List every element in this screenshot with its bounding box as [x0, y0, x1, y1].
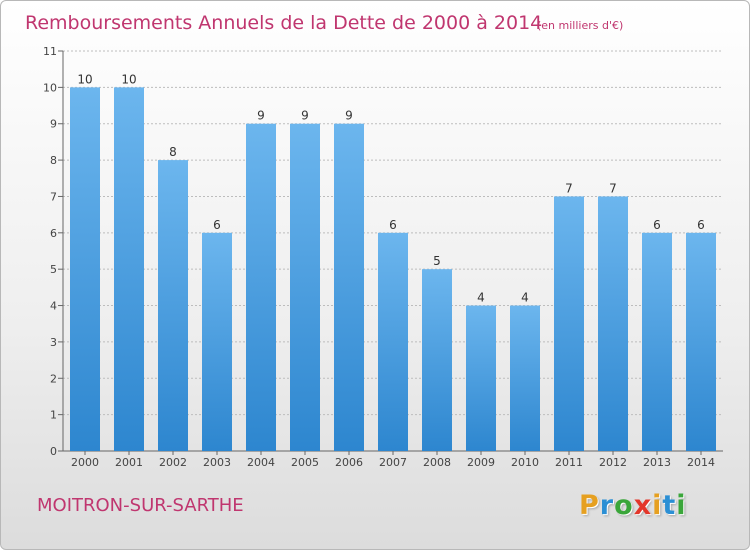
x-tick-label: 2004 — [247, 456, 275, 469]
bar — [114, 87, 144, 451]
bar-layer: 10 10 8 6 9 9 9 6 5 4 4 7 7 6 6 — [70, 72, 716, 452]
bar — [246, 123, 276, 452]
logo-letter: x — [633, 490, 653, 521]
x-tick-label: 2013 — [643, 456, 671, 469]
bar — [202, 232, 232, 451]
bar-value-label: 6 — [653, 218, 661, 232]
logo-letter: o — [614, 490, 634, 521]
bar-value-label: 8 — [169, 145, 177, 159]
y-tick-label: 1 — [50, 409, 57, 422]
x-tick-label: 2008 — [423, 456, 451, 469]
bar-value-label: 7 — [609, 181, 617, 195]
bar-value-label: 9 — [345, 109, 353, 123]
x-tick-label: 2007 — [379, 456, 407, 469]
logo-letter: t — [662, 490, 677, 521]
x-tick-label: 2005 — [291, 456, 319, 469]
y-tick-label: 11 — [43, 45, 57, 58]
x-tick-label: 2000 — [71, 456, 99, 469]
x-tick-label: 2003 — [203, 456, 231, 469]
bar — [642, 232, 672, 451]
logo-letter: i — [652, 490, 663, 521]
y-tick-label: 4 — [50, 300, 57, 313]
bar-value-label: 4 — [477, 291, 485, 305]
x-tick-label: 2011 — [555, 456, 583, 469]
y-tick-label: 7 — [50, 190, 57, 203]
bar — [422, 269, 452, 451]
x-tick-label: 2006 — [335, 456, 363, 469]
logo-letter: P — [579, 490, 600, 521]
y-tick-label: 9 — [50, 118, 57, 131]
bar — [466, 305, 496, 451]
y-tick-label: 3 — [50, 336, 57, 349]
bar-value-label: 9 — [257, 109, 265, 123]
y-tick-label: 5 — [50, 263, 57, 276]
bar-value-label: 6 — [697, 218, 705, 232]
bar-value-label: 10 — [77, 72, 92, 86]
bar-value-label: 6 — [213, 218, 221, 232]
y-tick-label: 8 — [50, 154, 57, 167]
y-tick-label: 0 — [50, 445, 57, 458]
bar-value-label: 10 — [121, 72, 136, 86]
bar-value-label: 5 — [433, 254, 441, 268]
bar-value-label: 9 — [301, 109, 309, 123]
x-tick-label: 2002 — [159, 456, 187, 469]
proxiti-logo: Proxiti — [579, 490, 687, 521]
bar — [334, 123, 364, 452]
bar-value-label: 6 — [389, 218, 397, 232]
bar — [686, 232, 716, 451]
x-tick-label: 2009 — [467, 456, 495, 469]
bar — [598, 196, 628, 451]
logo-letter: r — [599, 490, 615, 521]
bar — [378, 232, 408, 451]
x-tick-label: 2012 — [599, 456, 627, 469]
logo-letter: i — [676, 490, 687, 521]
bar — [70, 87, 100, 451]
chart-unit: (en milliers d'€) — [537, 19, 623, 32]
bar — [158, 160, 188, 451]
y-tick-label: 6 — [50, 227, 57, 240]
bar — [554, 196, 584, 451]
y-tick-label: 10 — [43, 81, 57, 94]
x-tick-label: 2014 — [687, 456, 715, 469]
x-tick-label: 2001 — [115, 456, 143, 469]
bar — [290, 123, 320, 452]
x-tick-label: 2010 — [511, 456, 539, 469]
y-tick-label: 2 — [50, 372, 57, 385]
chart-title: Remboursements Annuels de la Dette de 20… — [25, 12, 542, 34]
commune-name: MOITRON-SUR-SARTHE — [37, 495, 244, 516]
bar-value-label: 7 — [565, 181, 573, 195]
bar-value-label: 4 — [521, 291, 529, 305]
bar — [510, 305, 540, 451]
